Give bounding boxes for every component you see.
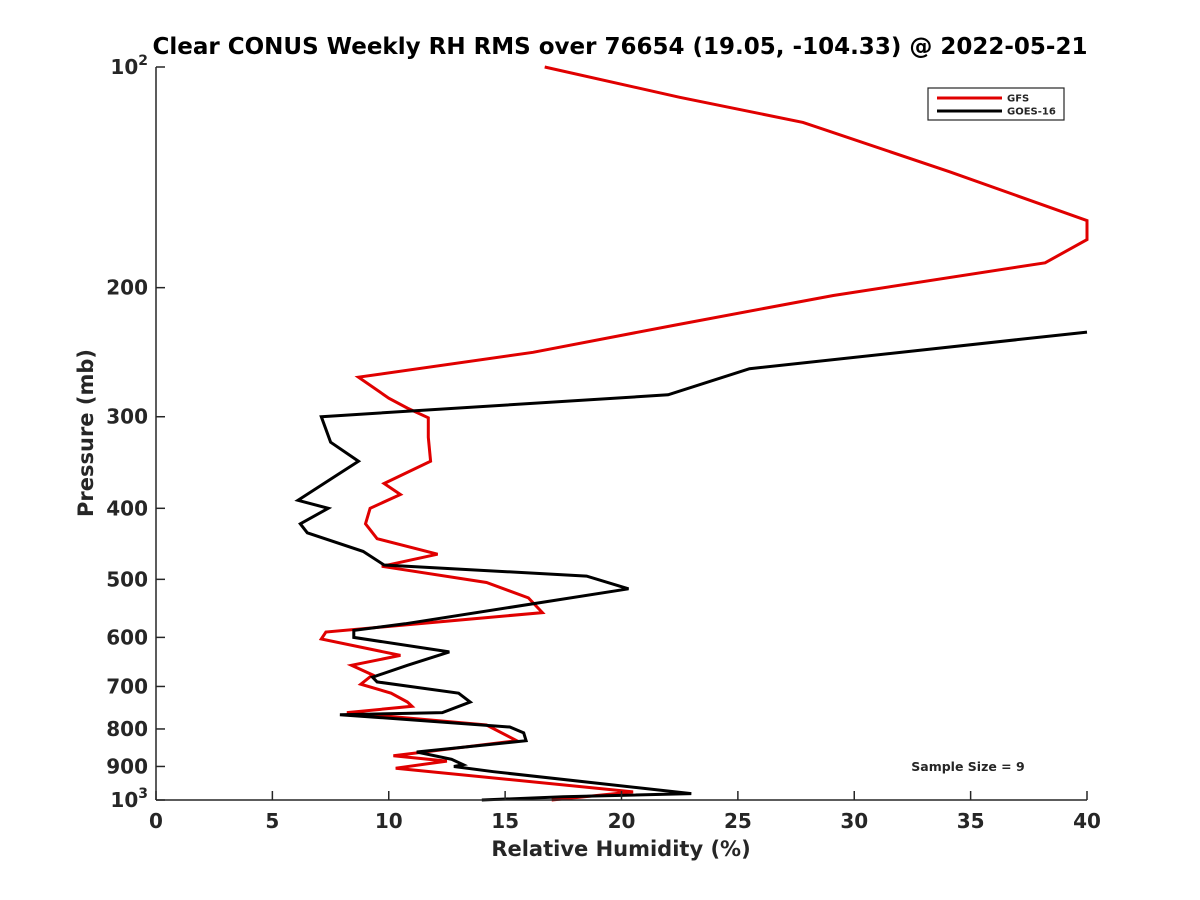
sample-size-annotation: Sample Size = 9 [911,759,1024,774]
series-line-gfs [318,65,1089,802]
y-tick-label: 300 [106,405,148,429]
x-tick-label: 25 [724,809,752,833]
x-tick-label: 40 [1073,809,1101,833]
legend: GFS GOES-16 [927,87,1065,121]
series-line-goes-16 [294,330,1088,802]
series-layer [294,65,1089,802]
x-tick-label: 0 [149,809,163,833]
y-tick-label: 600 [106,625,148,649]
x-tick-label: 30 [840,809,868,833]
y-axis-ticks: 102 200 300 400 500 600 700 800 900 103 [106,53,165,812]
y-tick-label: 900 [106,754,148,778]
x-tick-label: 20 [608,809,636,833]
legend-items: GFS GOES-16 [937,94,1056,118]
y-tick-label: 102 [110,53,148,79]
y-tick-label: 400 [106,496,148,520]
x-tick-label: 5 [265,809,279,833]
y-tick-label: 103 [110,786,148,812]
y-tick-label: 500 [106,567,148,591]
legend-label-goes-16: GOES-16 [1007,107,1056,118]
x-axis-label: Relative Humidity (%) [491,837,750,861]
chart-title: Clear CONUS Weekly RH RMS over 76654 (19… [153,34,1088,60]
legend-box [927,87,1065,121]
x-tick-label: 35 [957,809,985,833]
y-tick-label: 700 [106,674,148,698]
x-tick-label: 15 [491,809,519,833]
legend-label-gfs: GFS [1007,94,1029,105]
y-tick-label: 800 [106,717,148,741]
x-tick-label: 10 [375,809,403,833]
x-axis-ticks: 0 5 10 15 20 25 30 35 40 [149,791,1101,833]
y-tick-label: 200 [106,276,148,300]
y-axis-label: Pressure (mb) [74,349,98,517]
